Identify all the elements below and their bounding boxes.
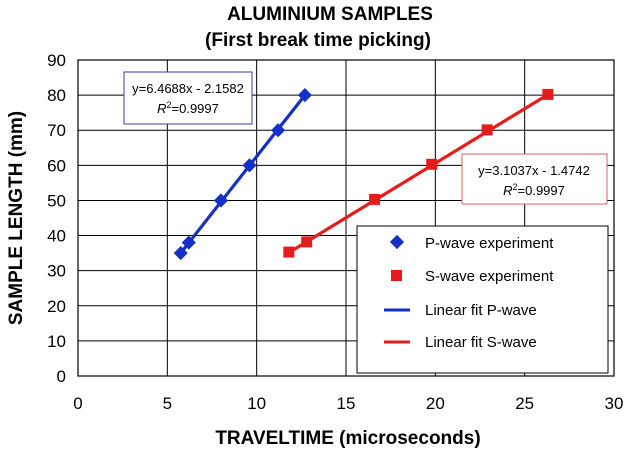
s-wave-r2-label: R	[503, 183, 512, 198]
fit-lines	[179, 92, 550, 255]
p-wave-data-point	[173, 246, 188, 261]
s-wave-data-point	[283, 246, 295, 258]
legend: P-wave experiment S-wave experiment Line…	[356, 225, 609, 374]
p-wave-equation-box: y=6.4688x - 2.1582 R2=0.9997	[123, 71, 253, 125]
s-wave-data-point	[301, 236, 313, 248]
x-tick-label: 15	[337, 394, 356, 413]
y-tick-label: 70	[47, 121, 66, 140]
x-tick-label: 0	[73, 394, 82, 413]
p-wave-data-point	[213, 193, 229, 208]
y-tick-label: 30	[47, 262, 66, 281]
legend-s-wave-marker	[391, 270, 402, 281]
x-tick-label: 20	[426, 394, 445, 413]
chart-subtitle: (First break time picking)	[205, 30, 431, 51]
p-wave-r2-exponent: 2	[167, 100, 172, 110]
chart-title: ALUMINIUM SAMPLES	[227, 4, 433, 25]
p-wave-data-point	[181, 235, 196, 250]
y-tick-label: 10	[47, 332, 66, 351]
s-wave-equation: y=3.1037x - 1.4742	[478, 163, 590, 178]
p-wave-r2: R2=0.9997	[157, 100, 219, 116]
p-wave-data-point	[242, 158, 257, 173]
s-wave-equation-frame	[461, 153, 608, 205]
p-wave-data-point	[297, 88, 312, 103]
axes	[77, 59, 615, 377]
tick-labels: 0 5 10 15 20 25 30 0 10 20 30 40 50 60 70 80 90	[47, 51, 623, 413]
y-tick-label: 50	[47, 191, 66, 210]
x-tick-label: 25	[515, 394, 534, 413]
s-wave-equation-box: y=3.1037x - 1.4742 R2=0.9997	[461, 153, 608, 205]
p-wave-equation: y=6.4688x - 2.1582	[132, 81, 244, 96]
y-tick-label: 0	[57, 367, 66, 386]
x-tick-label: 30	[605, 394, 624, 413]
s-wave-data-point	[369, 193, 381, 205]
plot-area-frame	[77, 59, 615, 377]
p-wave-fit-line	[179, 93, 307, 255]
s-wave-r2: R2=0.9997	[503, 182, 565, 198]
p-wave-r2-label: R	[157, 101, 166, 116]
p-wave-r2-value: =0.9997	[172, 101, 219, 116]
s-wave-data-point	[542, 88, 554, 100]
y-axis-title: SAMPLE LENGTH (mm)	[6, 111, 27, 325]
legend-linear-fit-p-wave: Linear fit P-wave	[425, 302, 537, 319]
s-wave-r2-exponent: 2	[513, 182, 518, 192]
x-axis-title: TRAVELTIME (microseconds)	[215, 428, 480, 449]
legend-p-wave-experiment: P-wave experiment	[425, 235, 554, 252]
legend-linear-fit-s-wave: Linear fit S-wave	[425, 334, 537, 351]
y-tick-label: 60	[47, 156, 66, 175]
s-wave-r2-value: =0.9997	[518, 183, 565, 198]
legend-p-wave-marker	[389, 234, 405, 250]
y-tick-label: 40	[47, 227, 66, 246]
y-tick-label: 20	[47, 297, 66, 316]
data-points	[173, 88, 554, 261]
x-tick-label: 5	[163, 394, 172, 413]
y-tick-label: 90	[47, 51, 66, 70]
x-tick-label: 10	[247, 394, 266, 413]
p-wave-equation-frame	[123, 71, 253, 125]
legend-frame	[356, 225, 609, 374]
y-tick-label: 80	[47, 86, 66, 105]
s-wave-data-point	[426, 158, 438, 170]
legend-s-wave-experiment: S-wave experiment	[425, 268, 554, 285]
s-wave-data-point	[481, 124, 493, 136]
s-wave-fit-line	[287, 92, 550, 255]
